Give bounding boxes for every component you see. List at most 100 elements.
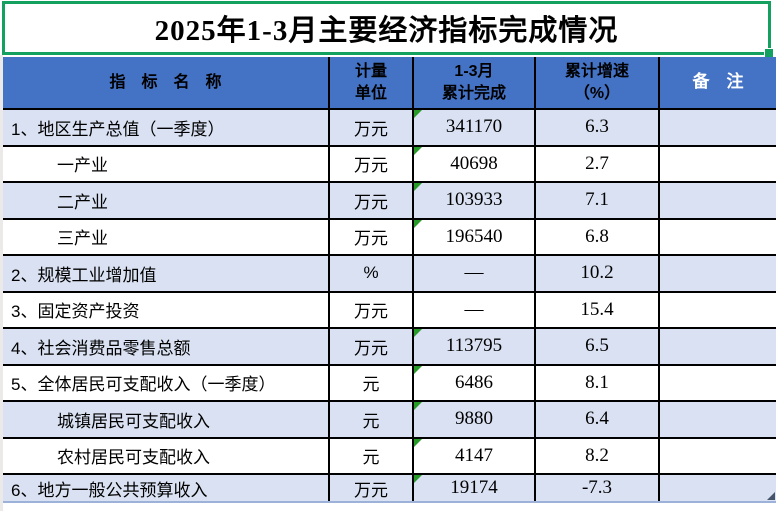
header-cell-cumulative-growth[interactable]: 累计增速 （%） <box>535 57 660 110</box>
table-row: 三产业 万元 196540 6.8 <box>3 218 776 256</box>
cell-completed-value-text: 19174 <box>450 477 498 498</box>
cell-growth-value-text: 2.7 <box>585 152 609 174</box>
cell-unit[interactable]: 万元 <box>329 218 414 256</box>
cell-completed-value[interactable]: 113795 <box>413 328 536 366</box>
cell-remark[interactable] <box>659 182 776 220</box>
cell-unit[interactable]: 万元 <box>329 474 414 503</box>
cell-unit-text: 万元 <box>354 338 388 358</box>
cell-unit[interactable]: 万元 <box>329 145 414 183</box>
cell-growth-value[interactable]: 2.7 <box>535 145 660 183</box>
cell-remark[interactable] <box>659 328 776 366</box>
cell-growth-value[interactable]: 7.1 <box>535 182 660 220</box>
table-row: 2、规模工业增加值% — 10.2 <box>3 255 776 293</box>
cell-growth-value[interactable]: 6.4 <box>535 401 660 439</box>
cell-completed-value-text: 4147 <box>455 444 493 466</box>
cell-indicator-name[interactable]: 4、社会消费品零售总额 <box>3 328 330 366</box>
cell-completed-value[interactable]: 103933 <box>413 182 536 220</box>
cell-indicator-name-text: 三产业 <box>57 229 108 249</box>
cell-remark[interactable] <box>659 291 776 329</box>
cell-indicator-name[interactable]: 城镇居民可支配收入 <box>3 401 330 439</box>
error-indicator-icon <box>414 475 422 483</box>
header-cell-remark[interactable]: 备 注 <box>659 57 776 110</box>
left-margin-strip <box>0 55 3 511</box>
header-cell-indicator-name[interactable]: 指 标 名 称 <box>3 57 330 110</box>
cell-unit[interactable]: 元 <box>329 437 414 475</box>
cell-remark[interactable] <box>659 109 776 147</box>
cell-growth-value[interactable]: 10.2 <box>535 255 660 293</box>
cell-unit[interactable]: 元 <box>329 364 414 402</box>
header-cell-cumulative-completed[interactable]: 1-3月 累计完成 <box>413 57 536 110</box>
cell-indicator-name[interactable]: 6、地方一般公共预算收入 <box>3 474 330 503</box>
table-header-row: 指 标 名 称 计量 单位 1-3月 累计完成 累计增速 （%） 备 注 <box>3 57 776 110</box>
cell-unit[interactable]: 万元 <box>329 182 414 220</box>
cell-indicator-name[interactable]: 三产业 <box>3 218 330 256</box>
header-cell-unit[interactable]: 计量 单位 <box>329 57 414 110</box>
table-row: 5、全体居民可支配收入（一季度） 元 6486 8.1 <box>3 364 776 402</box>
cell-unit[interactable]: 元 <box>329 401 414 439</box>
cell-unit[interactable]: % <box>329 255 414 293</box>
cell-indicator-name[interactable]: 1、地区生产总值（一季度） <box>3 109 330 147</box>
cell-completed-value[interactable]: 40698 <box>413 145 536 183</box>
table-row: 城镇居民可支配收入 元 9880 6.4 <box>3 401 776 439</box>
cell-growth-value[interactable]: 15.4 <box>535 291 660 329</box>
cell-remark[interactable] <box>659 145 776 183</box>
cell-unit[interactable]: 万元 <box>329 328 414 366</box>
cell-completed-value-text: 113795 <box>445 335 503 357</box>
cell-growth-value-text: 6.3 <box>585 116 609 138</box>
cell-completed-value[interactable]: 196540 <box>413 218 536 256</box>
cell-completed-value[interactable]: 9880 <box>413 401 536 439</box>
cell-growth-value[interactable]: 6.3 <box>535 109 660 147</box>
cell-completed-value[interactable]: — <box>413 255 536 293</box>
cell-remark[interactable] <box>659 255 776 293</box>
page-title: 2025年1-3月主要经济指标完成情况 <box>154 15 619 47</box>
cell-growth-value-text: -7.3 <box>581 477 613 498</box>
cell-growth-value[interactable]: 6.8 <box>535 218 660 256</box>
cell-indicator-name[interactable]: 3、固定资产投资 <box>3 291 330 329</box>
cell-completed-value-text: 9880 <box>455 408 493 430</box>
cell-completed-value-text: 341170 <box>445 116 503 138</box>
cell-unit-text: 万元 <box>354 119 388 139</box>
cell-completed-value-text: — <box>464 298 484 320</box>
cell-growth-value[interactable]: 6.5 <box>535 328 660 366</box>
cell-indicator-name-text: 一产业 <box>57 156 108 176</box>
cell-indicator-name[interactable]: 一产业 <box>3 145 330 183</box>
error-indicator-icon <box>414 365 422 374</box>
cell-growth-value-text: 10.2 <box>580 262 614 284</box>
cell-remark[interactable] <box>659 474 776 503</box>
cell-completed-value-text: 196540 <box>445 225 503 247</box>
cell-remark[interactable] <box>659 364 776 402</box>
cell-indicator-name[interactable]: 农村居民可支配收入 <box>3 437 330 475</box>
cell-completed-value-text: 6486 <box>455 371 493 393</box>
cell-indicator-name-text: 城镇居民可支配收入 <box>57 411 210 431</box>
cell-remark[interactable] <box>659 437 776 475</box>
cell-indicator-name-text: 4、社会消费品零售总额 <box>11 338 191 358</box>
cell-growth-value-text: 6.5 <box>585 335 609 357</box>
cell-unit-text: 万元 <box>354 192 388 212</box>
cell-growth-value-text: 15.4 <box>580 298 614 320</box>
table-body: 1、地区生产总值（一季度） 万元 341170 6.3 一产业 万元 40698 2.7 二产业… <box>3 109 776 503</box>
cell-remark[interactable] <box>659 401 776 439</box>
cell-growth-value[interactable]: 8.2 <box>535 437 660 475</box>
cell-unit-text: 元 <box>362 448 380 468</box>
comment-marker-icon <box>767 492 775 500</box>
cell-growth-value[interactable]: -7.3 <box>535 474 660 503</box>
cell-completed-value[interactable]: 6486 <box>413 364 536 402</box>
cell-remark[interactable] <box>659 218 776 256</box>
cell-indicator-name-text: 6、地方一般公共预算收入 <box>11 480 208 500</box>
cell-completed-value-text: 40698 <box>450 152 498 174</box>
title-cell[interactable]: 2025年1-3月主要经济指标完成情况 <box>2 1 774 58</box>
cell-unit[interactable]: 万元 <box>329 109 414 147</box>
cell-indicator-name[interactable]: 5、全体居民可支配收入（一季度） <box>3 364 330 402</box>
cell-completed-value[interactable]: 4147 <box>413 437 536 475</box>
cell-unit[interactable]: 万元 <box>329 291 414 329</box>
cell-growth-value-text: 8.1 <box>585 371 609 393</box>
cell-completed-value[interactable]: — <box>413 291 536 329</box>
cell-completed-value[interactable]: 341170 <box>413 109 536 147</box>
header-label: 计量 单位 <box>354 62 387 102</box>
error-indicator-icon <box>414 219 422 228</box>
cell-indicator-name[interactable]: 二产业 <box>3 182 330 220</box>
cell-growth-value[interactable]: 8.1 <box>535 364 660 402</box>
cell-completed-value[interactable]: 19174 <box>413 474 536 503</box>
cell-indicator-name[interactable]: 2、规模工业增加值 <box>3 255 330 293</box>
error-indicator-icon <box>414 438 422 447</box>
